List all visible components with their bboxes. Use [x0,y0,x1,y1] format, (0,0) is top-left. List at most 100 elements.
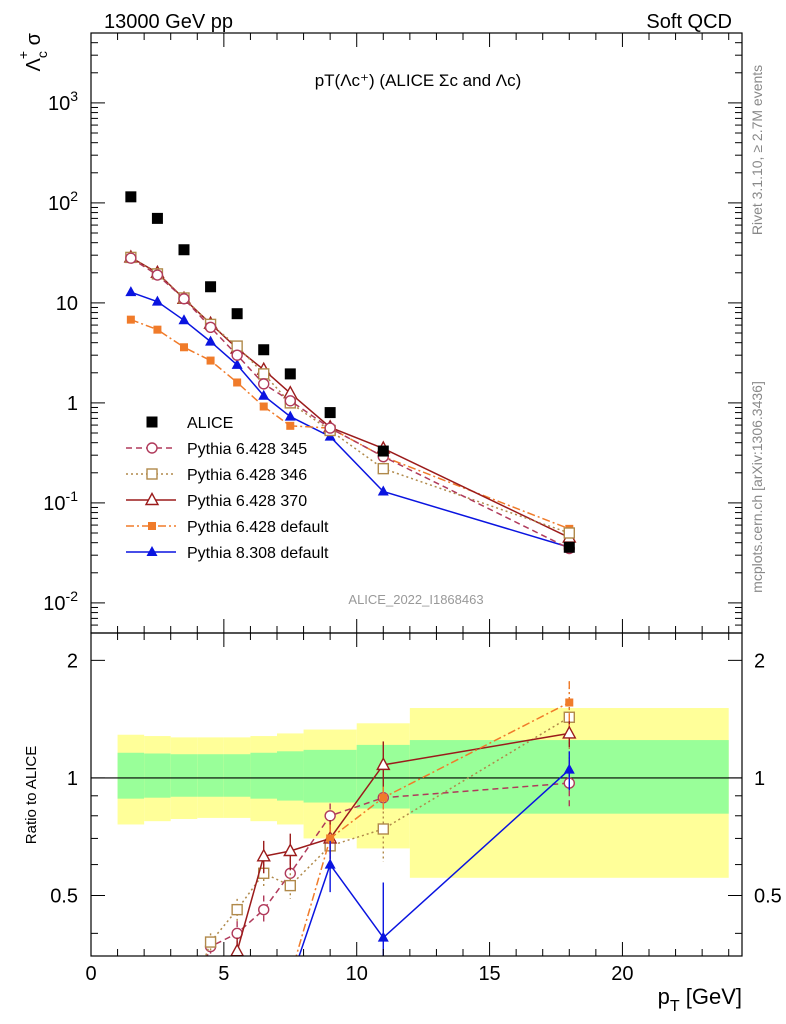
ratio-point-1-5 [377,823,389,835]
stat-band-3 [197,754,224,797]
stat-band-0 [117,752,145,799]
ratio-series-4 [258,751,575,992]
ratio-ytick-label-right-1: 1 [754,768,765,790]
ratio-point-2-3 [283,843,298,857]
main-point-5-3 [205,335,217,346]
axis-ticks: 10-2 10-1 1 10 102 103 0 5 10 15 20 0.5 0.5 1 1 2 2 [43,32,782,985]
main-point-0-6 [284,368,296,380]
xtick-label-2: 10 [346,963,368,985]
main-point-1-4 [231,349,243,361]
ratio-series-line-0 [206,782,570,956]
main-point-5-5 [258,389,270,400]
stat-band-7 [303,749,357,803]
main-point-0-4 [231,308,243,320]
stat-band-6 [277,751,304,801]
main-point-1-2 [178,293,190,305]
main-plot-title: pT(Λc⁺) (ALICE Σc and Λc) [315,71,522,90]
legend-label-1: Pythia 6.428 345 [187,441,307,458]
main-point-1-5 [258,378,270,390]
main-point-4-2 [180,343,188,352]
stat-band-1 [144,753,171,798]
ratio-ytick-label-1: 1 [67,768,78,790]
main-point-1-3 [204,321,217,334]
main-ytick-label-0: 10-2 [43,588,78,615]
legend-entry-1: Pythia 6.428 345 [126,441,307,458]
xtick-label-4: 20 [611,963,633,985]
legend-label-4: Pythia 6.428 default [187,519,329,536]
legend-entry-2: Pythia 6.428 346 [126,467,307,484]
main-ytick-label-1: 10-1 [43,488,78,515]
ratio-point-0-2 [258,903,270,916]
main-point-0-3 [205,281,217,293]
ratio-ytick-label-right-0: 0.5 [754,886,782,908]
legend-label-3: Pythia 6.428 370 [187,493,307,510]
ratio-point-0-4 [324,810,336,822]
legend-marker-1 [146,442,158,454]
main-series-line-5 [130,291,570,548]
main-point-2-9 [563,527,575,539]
ratio-point-2-1 [230,943,245,956]
header-right-label: Soft QCD [646,11,732,33]
main-ytick-label-4: 102 [48,188,78,215]
xtick-label-3: 15 [478,963,500,985]
ratio-point-4-4 [563,763,575,774]
ratio-series-line-2 [232,732,570,956]
main-point-1-1 [151,269,164,281]
main-frame [90,32,743,634]
ratio-ytick-label-right-2: 2 [754,650,765,672]
stat-band-4 [223,754,251,797]
ratio-point-1-3 [284,879,296,892]
watermark-label: ALICE_2022_I1868463 [348,592,483,607]
xtick-label-1: 5 [218,963,229,985]
stat-band-2 [170,754,198,797]
ratio-point-1-1 [231,903,243,916]
ratio-point-2-6 [562,725,577,739]
main-series-0 [125,191,575,553]
main-point-2-8 [377,462,389,475]
ratio-ytick-label-0: 0.5 [50,886,78,908]
ratio-point-4-3 [377,931,389,942]
legend-marker-3 [144,492,160,506]
main-point-0-9 [563,541,575,553]
legend-label-5: Pythia 8.308 default [187,545,329,562]
main-point-1-7 [324,422,336,434]
main-point-0-5 [258,344,270,356]
legend-marker-0 [146,416,158,428]
main-point-5-8 [377,485,389,496]
main-point-2-5 [258,368,270,380]
main-point-0-1 [151,212,163,224]
legend-marker-5 [146,546,158,556]
main-point-5-1 [151,295,163,306]
main-point-1-0 [125,252,137,264]
mcplots-label: mcplots.cern.ch [arXiv:1306.3436] [749,381,765,593]
ratio-point-1-0 [204,936,217,948]
main-point-0-0 [125,191,137,203]
main-point-0-7 [324,407,336,419]
legend-marker-2 [146,468,158,480]
main-ytick-label-5: 103 [48,88,78,115]
ratio-point-3-1 [260,1002,268,1010]
main-point-4-0 [126,315,135,324]
ratio-point-3-4 [379,793,388,802]
main-point-5-6 [284,410,296,421]
ratio-point-3-2 [286,973,294,981]
legend-marker-4 [148,522,156,530]
ratio-series-line-4 [298,769,570,956]
main-point-0-8 [377,445,389,457]
ratio-point-4-2 [324,858,336,869]
legend-entry-3: Pythia 6.428 370 [126,492,307,510]
main-point-4-3 [206,356,215,365]
main-point-4-4 [233,378,242,387]
stat-band-5 [250,752,277,799]
main-y-axis-label: Λc+ σ [15,32,50,71]
main-point-1-6 [284,395,296,407]
ratio-point-3-5 [565,698,574,707]
ratio-point-3-3 [326,834,335,843]
legend-entry-5: Pythia 8.308 default [126,545,329,562]
ratio-point-4-0 [258,982,269,992]
ratio-point-2-5 [376,756,391,771]
main-point-5-0 [125,286,137,297]
header-left-label: 13000 GeV pp [104,11,233,33]
x-axis-label: pT [GeV] [658,984,742,1015]
